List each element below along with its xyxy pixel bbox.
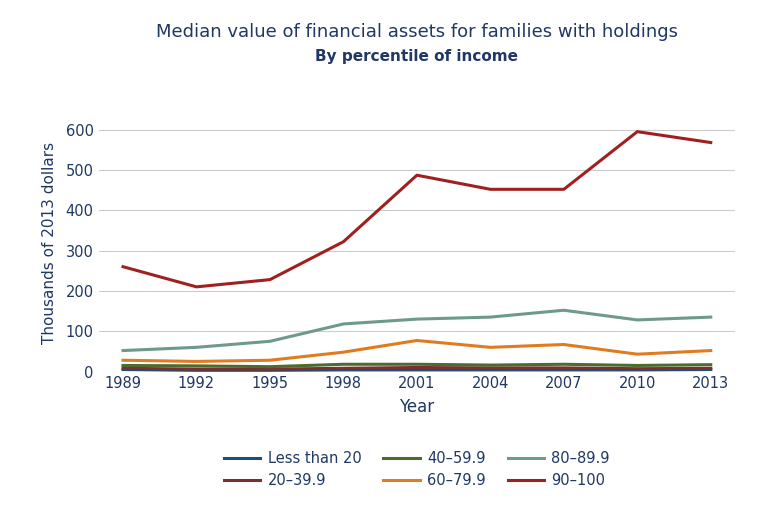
- Less than 20: [633, 367, 642, 373]
- 60–79.9: [339, 349, 348, 355]
- Less than 20: [412, 367, 421, 373]
- Line: Less than 20: Less than 20: [123, 369, 711, 370]
- Line: 80–89.9: 80–89.9: [123, 310, 711, 350]
- 20–39.9: [192, 366, 201, 372]
- 40–59.9: [412, 361, 421, 367]
- Line: 40–59.9: 40–59.9: [123, 364, 711, 367]
- Line: 20–39.9: 20–39.9: [123, 367, 711, 369]
- 60–79.9: [265, 357, 274, 363]
- 80–89.9: [486, 314, 495, 320]
- 80–89.9: [339, 321, 348, 327]
- 60–79.9: [633, 351, 642, 357]
- Line: 60–79.9: 60–79.9: [123, 341, 711, 361]
- 80–89.9: [559, 307, 568, 313]
- 90–100: [265, 277, 274, 283]
- Text: By percentile of income: By percentile of income: [315, 49, 518, 64]
- Legend: Less than 20, 20–39.9, 40–59.9, 60–79.9, 80–89.9, 90–100: Less than 20, 20–39.9, 40–59.9, 60–79.9,…: [224, 451, 610, 488]
- 40–59.9: [633, 362, 642, 368]
- 80–89.9: [118, 347, 127, 353]
- 20–39.9: [265, 366, 274, 372]
- 60–79.9: [118, 357, 127, 363]
- 90–100: [633, 128, 642, 135]
- 80–89.9: [265, 338, 274, 344]
- Text: Median value of financial assets for families with holdings: Median value of financial assets for fam…: [156, 23, 678, 41]
- 90–100: [118, 264, 127, 270]
- 40–59.9: [706, 362, 716, 368]
- 90–100: [339, 238, 348, 245]
- 60–79.9: [706, 347, 716, 353]
- 20–39.9: [633, 366, 642, 372]
- 60–79.9: [559, 342, 568, 348]
- 90–100: [486, 186, 495, 192]
- 90–100: [559, 186, 568, 192]
- 90–100: [706, 139, 716, 146]
- 40–59.9: [559, 361, 568, 367]
- 90–100: [412, 172, 421, 179]
- Line: 90–100: 90–100: [123, 132, 711, 287]
- 40–59.9: [486, 362, 495, 368]
- 40–59.9: [265, 364, 274, 370]
- 60–79.9: [412, 337, 421, 344]
- Y-axis label: Thousands of 2013 dollars: Thousands of 2013 dollars: [42, 141, 57, 344]
- 20–39.9: [486, 365, 495, 371]
- Less than 20: [265, 367, 274, 374]
- 80–89.9: [633, 317, 642, 323]
- 40–59.9: [192, 363, 201, 369]
- 20–39.9: [118, 365, 127, 372]
- 80–89.9: [412, 316, 421, 322]
- 40–59.9: [118, 362, 127, 368]
- 20–39.9: [412, 364, 421, 370]
- X-axis label: Year: Year: [399, 398, 434, 416]
- 20–39.9: [706, 365, 716, 372]
- 80–89.9: [706, 314, 716, 320]
- Less than 20: [118, 366, 127, 373]
- Less than 20: [339, 367, 348, 373]
- 90–100: [192, 284, 201, 290]
- 60–79.9: [486, 344, 495, 350]
- Less than 20: [192, 367, 201, 374]
- Less than 20: [706, 366, 716, 373]
- Less than 20: [486, 367, 495, 373]
- 80–89.9: [192, 344, 201, 350]
- 20–39.9: [559, 365, 568, 371]
- 60–79.9: [192, 358, 201, 364]
- 20–39.9: [339, 365, 348, 372]
- 40–59.9: [339, 361, 348, 367]
- Less than 20: [559, 367, 568, 373]
